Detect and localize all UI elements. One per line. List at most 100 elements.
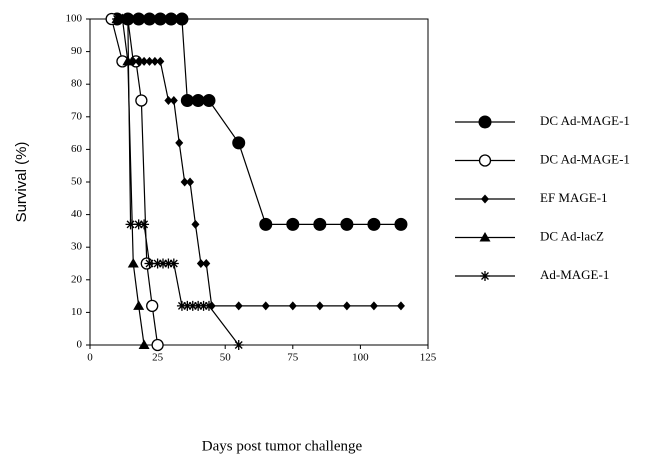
- marker-shape: [394, 217, 408, 231]
- marker-shape: [150, 56, 159, 66]
- marker-shape: [396, 301, 405, 311]
- marker: [127, 258, 139, 268]
- marker-shape: [182, 300, 193, 311]
- x-tick-label: 100: [352, 352, 369, 364]
- x-tick-label: 25: [152, 352, 164, 364]
- marker: [116, 13, 128, 23]
- marker: [180, 94, 194, 107]
- marker-shape: [142, 12, 156, 26]
- marker: [150, 56, 159, 66]
- y-axis-label: Survival (%): [13, 142, 30, 223]
- marker-shape: [202, 259, 211, 268]
- series-line: [117, 18, 401, 225]
- marker: [186, 177, 195, 187]
- y-tick-label: 10: [71, 306, 83, 318]
- marker-shape: [479, 232, 491, 242]
- marker-shape: [156, 56, 165, 66]
- marker: [168, 258, 179, 269]
- marker: [122, 14, 133, 24]
- marker-shape: [135, 94, 148, 107]
- legend-marker: [479, 232, 491, 242]
- marker: [180, 177, 189, 187]
- marker: [176, 300, 187, 311]
- marker: [169, 96, 178, 105]
- y-tick-label: 50: [71, 176, 83, 188]
- marker: [369, 301, 378, 311]
- marker-shape: [138, 339, 150, 349]
- y-tick-label: 40: [71, 208, 83, 220]
- marker-shape: [342, 301, 351, 311]
- marker-shape: [191, 94, 205, 107]
- marker: [112, 14, 123, 24]
- marker: [286, 217, 300, 231]
- marker-shape: [191, 219, 200, 229]
- y-tick-label: 90: [71, 45, 83, 57]
- marker-shape: [175, 138, 184, 148]
- marker: [158, 258, 169, 269]
- marker: [138, 339, 150, 349]
- marker-shape: [163, 258, 174, 269]
- marker: [145, 56, 154, 66]
- marker-shape: [259, 217, 273, 231]
- y-tick-label: 80: [71, 78, 83, 90]
- x-tick-label: 125: [420, 352, 437, 364]
- marker-shape: [133, 300, 145, 310]
- marker-shape: [122, 14, 133, 24]
- legend-marker: [478, 115, 492, 129]
- marker-shape: [134, 56, 143, 66]
- marker-shape: [146, 299, 159, 313]
- marker-shape: [233, 340, 244, 350]
- marker-shape: [144, 258, 155, 269]
- marker: [132, 12, 146, 26]
- marker-shape: [169, 96, 178, 105]
- marker-shape: [369, 301, 378, 311]
- marker: [175, 12, 189, 26]
- marker-shape: [286, 217, 300, 231]
- marker: [133, 300, 145, 310]
- legend-label: DC Ad-MAGE-1: [540, 113, 630, 128]
- legend-marker: [478, 154, 492, 167]
- marker-shape: [145, 56, 154, 66]
- x-tick-label: 50: [220, 352, 232, 364]
- marker-shape: [180, 94, 194, 107]
- marker: [152, 258, 163, 269]
- marker: [187, 300, 198, 311]
- marker-shape: [340, 217, 354, 231]
- marker: [163, 258, 174, 269]
- y-tick-label: 30: [71, 241, 83, 253]
- marker-shape: [158, 258, 169, 269]
- marker: [196, 259, 205, 268]
- marker-shape: [153, 12, 167, 26]
- marker: [153, 12, 167, 26]
- marker-shape: [180, 177, 189, 187]
- marker-shape: [187, 300, 198, 311]
- marker: [135, 94, 148, 107]
- legend-label: DC Ad-MAGE-1: [540, 151, 630, 166]
- marker: [313, 217, 327, 231]
- marker: [202, 259, 211, 268]
- marker: [340, 217, 354, 231]
- marker: [156, 56, 165, 66]
- marker-shape: [164, 96, 173, 105]
- marker-shape: [125, 219, 136, 230]
- marker: [198, 300, 209, 311]
- marker: [133, 219, 144, 230]
- marker-shape: [139, 219, 150, 230]
- legend-marker: [481, 194, 489, 204]
- marker: [202, 94, 216, 107]
- marker: [140, 56, 149, 66]
- marker: [139, 219, 150, 230]
- marker: [191, 94, 205, 107]
- marker-shape: [152, 258, 163, 269]
- marker-shape: [481, 194, 489, 204]
- legend-label: Ad-MAGE-1: [540, 267, 609, 282]
- marker: [261, 301, 270, 311]
- marker: [315, 301, 324, 311]
- marker: [144, 258, 155, 269]
- series-line: [111, 18, 159, 346]
- plot-frame: [89, 18, 429, 346]
- marker: [191, 219, 200, 229]
- marker-shape: [198, 300, 209, 311]
- marker: [151, 338, 164, 352]
- marker-shape: [203, 300, 214, 311]
